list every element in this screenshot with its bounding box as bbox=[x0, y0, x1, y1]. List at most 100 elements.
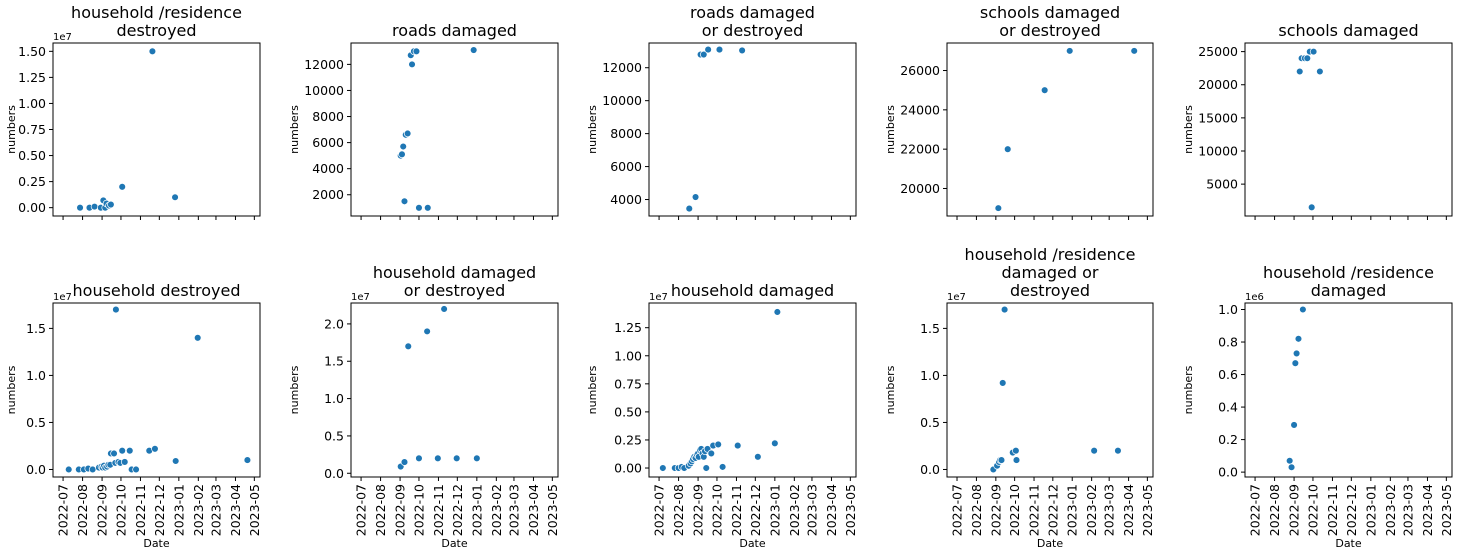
chart-6-x-tick-label: 2023-05 bbox=[247, 484, 262, 536]
chart-10-x-tick-label: 2023-01 bbox=[1363, 484, 1378, 536]
chart-7-x-tick-label: 2022-10 bbox=[411, 484, 426, 536]
chart-9-x-axis-label: Date bbox=[1037, 537, 1064, 550]
chart-4-point bbox=[1065, 47, 1074, 55]
chart-8-point bbox=[773, 308, 782, 316]
chart-6-y-tick-label: 0.0 bbox=[26, 462, 46, 477]
chart-3-plot-area bbox=[648, 42, 857, 217]
chart-9-title: damaged or bbox=[1002, 263, 1099, 282]
chart-9-y-tick-label: 0.5 bbox=[920, 415, 940, 430]
chart-10-x-tick-label: 2023-05 bbox=[1439, 484, 1454, 536]
chart-3-y-tick-label: 10000 bbox=[602, 93, 642, 108]
chart-10-point bbox=[1285, 456, 1294, 465]
chart-10-x-tick-label: 2022-07 bbox=[1248, 484, 1263, 536]
chart-9-y-tick-label: 0.0 bbox=[920, 462, 940, 477]
chart-8-y-tick-label: 0.50 bbox=[614, 404, 642, 419]
chart-5-point bbox=[1307, 203, 1316, 212]
chart-9-point bbox=[1090, 446, 1098, 455]
chart-7-point bbox=[400, 458, 409, 466]
chart-8-x-tick-label: 2022-12 bbox=[748, 484, 763, 536]
chart-10-y-tick-label: 0.2 bbox=[1218, 432, 1238, 447]
chart-10-y-tick-label: 0.4 bbox=[1218, 400, 1238, 415]
chart-10-x-tick-label: 2022-08 bbox=[1267, 484, 1282, 536]
chart-8-x-tick-label: 2023-02 bbox=[787, 484, 802, 536]
chart-10-x-tick-label: 2022-10 bbox=[1305, 484, 1320, 536]
chart-2-y-tick-label: 6000 bbox=[312, 135, 344, 150]
chart-10-point bbox=[1299, 305, 1307, 314]
chart-1-plot-area bbox=[52, 42, 261, 217]
chart-8-y-tick-label: 1.25 bbox=[614, 320, 642, 335]
chart-7-x-tick-label: 2023-03 bbox=[506, 484, 521, 536]
chart-5-y-axis-label: numbers bbox=[1182, 105, 1195, 154]
chart-4-point bbox=[994, 204, 1003, 212]
chart-7-point bbox=[423, 327, 431, 336]
chart-7-title: or destroyed bbox=[404, 281, 506, 300]
chart-3-point bbox=[738, 46, 746, 55]
chart-4-point bbox=[1130, 47, 1138, 55]
chart-1-y-tick-label: 0.75 bbox=[18, 122, 46, 137]
chart-1-point bbox=[76, 203, 84, 212]
chart-10-y-tick-label: 1.0 bbox=[1218, 302, 1238, 317]
chart-7-point bbox=[473, 454, 481, 463]
chart-3-title: roads damaged bbox=[690, 3, 815, 22]
chart-10-x-tick-label: 2023-03 bbox=[1400, 484, 1415, 536]
chart-4-y-tick-label: 20000 bbox=[900, 181, 940, 196]
chart-4-point bbox=[1040, 86, 1049, 94]
chart-10-point bbox=[1292, 349, 1301, 358]
chart-7-y-tick-label: 1.0 bbox=[324, 391, 344, 406]
chart-8-y-tick-label: 0.00 bbox=[614, 461, 642, 476]
chart-9-x-tick-label: 2022-11 bbox=[1027, 484, 1042, 536]
chart-10-point bbox=[1291, 359, 1300, 367]
chart-6-x-tick-label: 2023-01 bbox=[171, 484, 186, 536]
chart-9-point bbox=[1012, 446, 1020, 455]
chart-10-x-tick-label: 2022-11 bbox=[1325, 484, 1340, 536]
chart-9-x-tick-label: 2022-07 bbox=[950, 484, 965, 536]
chart-8-point bbox=[714, 440, 722, 449]
chart-9-x-tick-label: 2022-12 bbox=[1045, 484, 1060, 536]
chart-9-x-tick-label: 2022-08 bbox=[969, 484, 984, 536]
chart-8-x-tick-label: 2022-10 bbox=[709, 484, 724, 536]
chart-6-x-tick-label: 2023-04 bbox=[228, 484, 243, 536]
chart-6-point bbox=[64, 465, 73, 474]
chart-7-title: household damaged bbox=[373, 263, 536, 282]
chart-7-x-tick-label: 2023-02 bbox=[489, 484, 504, 536]
chart-7-point bbox=[452, 454, 461, 463]
chart-6-point bbox=[118, 446, 126, 455]
chart-10-y-tick-label: 0.0 bbox=[1218, 465, 1238, 480]
chart-6-y-tick-label: 0.5 bbox=[26, 415, 46, 430]
chart-2-point bbox=[408, 60, 416, 69]
chart-6-plot-area bbox=[52, 302, 261, 478]
chart-7-y-tick-label: 1.5 bbox=[324, 354, 344, 369]
chart-8-x-axis-label: Date bbox=[739, 537, 766, 550]
chart-3-point bbox=[685, 204, 694, 213]
chart-7-plot-area bbox=[350, 302, 559, 478]
chart-6-title: household destroyed bbox=[73, 281, 241, 300]
chart-2-point bbox=[424, 204, 432, 212]
chart-3-point bbox=[704, 45, 712, 54]
chart-8-point bbox=[707, 449, 716, 458]
chart-6-y-axis-label: numbers bbox=[5, 365, 18, 414]
chart-6-point bbox=[132, 465, 140, 474]
chart-6-point bbox=[171, 457, 180, 465]
chart-10-x-tick-label: 2022-09 bbox=[1287, 484, 1302, 536]
chart-8-point bbox=[659, 464, 667, 472]
chart-1-point bbox=[107, 200, 115, 209]
chart-7-y-axis-label: numbers bbox=[288, 365, 301, 414]
chart-4-plot-area bbox=[946, 42, 1154, 217]
chart-9-offset-label: 1e7 bbox=[947, 292, 966, 303]
chart-1-y-tick-label: 1.25 bbox=[18, 70, 46, 85]
chart-8-plot-area bbox=[648, 302, 857, 478]
chart-8-x-tick-label: 2023-03 bbox=[804, 484, 819, 536]
chart-9-point bbox=[1000, 305, 1009, 314]
chart-10-plot-area bbox=[1244, 302, 1453, 478]
chart-2-y-tick-label: 10000 bbox=[304, 83, 344, 98]
chart-6-point bbox=[88, 465, 97, 474]
chart-6-point bbox=[112, 305, 120, 314]
chart-4-point bbox=[1003, 145, 1012, 153]
chart-9-plot-area bbox=[946, 302, 1154, 478]
chart-8-y-axis-label: numbers bbox=[586, 365, 599, 414]
chart-6-x-tick-label: 2023-02 bbox=[191, 484, 206, 536]
chart-6-x-tick-label: 2022-11 bbox=[133, 484, 148, 536]
chart-7-x-tick-label: 2022-07 bbox=[354, 484, 369, 536]
chart-10-point bbox=[1287, 463, 1296, 471]
chart-5-title: schools damaged bbox=[1278, 21, 1418, 40]
